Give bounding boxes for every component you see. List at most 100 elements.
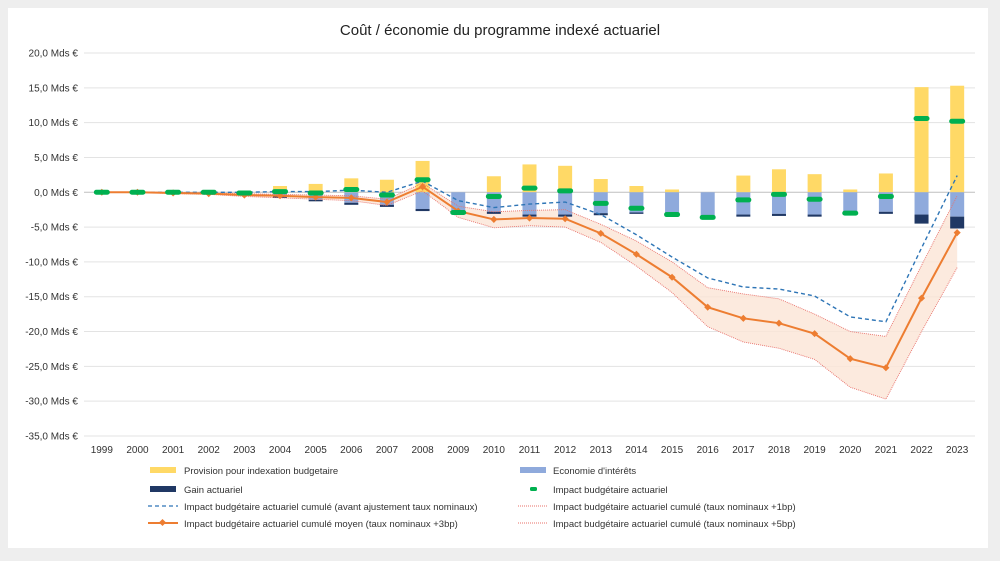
y-tick-label: 10,0 Mds € bbox=[29, 118, 79, 129]
point-cumule-moyen bbox=[918, 294, 926, 302]
x-tick-label: 2014 bbox=[625, 445, 648, 456]
x-tick-label: 2000 bbox=[126, 445, 149, 456]
point-cumule-moyen bbox=[490, 215, 498, 223]
marker-impact bbox=[236, 190, 253, 196]
y-tick-label: 5,0 Mds € bbox=[34, 153, 78, 164]
bar-gain bbox=[736, 214, 751, 217]
x-tick-label: 2010 bbox=[483, 445, 506, 456]
x-tick-label: 1999 bbox=[91, 445, 114, 456]
x-tick-label: 2011 bbox=[519, 445, 541, 456]
bar-gain bbox=[914, 214, 929, 224]
legend-label: Impact budgétaire actuariel cumulé moyen… bbox=[184, 519, 458, 530]
bar-provision bbox=[843, 189, 858, 193]
legend-item-cumule-avant: Impact budgétaire actuariel cumulé (avan… bbox=[148, 502, 478, 513]
x-axis: 1999 2000 2001 2002 2003 2004 2005 2006 2007 2008… bbox=[91, 445, 969, 456]
marker-impact bbox=[521, 185, 538, 191]
bar-economie bbox=[914, 192, 929, 215]
legend-item-gain: Gain actuariel bbox=[150, 485, 243, 496]
bar-gain bbox=[807, 214, 822, 217]
legend-label: Economie d'intérêts bbox=[553, 466, 636, 477]
bar-gain bbox=[486, 211, 501, 214]
marker-impact bbox=[842, 210, 859, 216]
marker-impact bbox=[949, 118, 966, 124]
bar-provision bbox=[807, 174, 822, 193]
y-tick-label: -5,0 Mds € bbox=[31, 223, 79, 234]
x-tick-label: 2004 bbox=[269, 445, 292, 456]
marker-impact bbox=[592, 200, 609, 206]
legend-label: Gain actuariel bbox=[184, 485, 243, 496]
point-cumule-moyen bbox=[846, 355, 854, 363]
bar-economie bbox=[771, 192, 786, 214]
x-tick-label: 2002 bbox=[198, 445, 221, 456]
y-tick-label: -35,0 Mds € bbox=[25, 432, 78, 443]
y-tick-label: 15,0 Mds € bbox=[29, 83, 79, 94]
bar-economie bbox=[558, 192, 573, 215]
point-cumule-moyen bbox=[668, 273, 676, 281]
legend-swatch bbox=[520, 467, 546, 473]
point-cumule-moyen bbox=[347, 194, 355, 202]
point-cumule-moyen bbox=[597, 229, 605, 237]
x-tick-label: 2007 bbox=[376, 445, 399, 456]
y-tick-label: -20,0 Mds € bbox=[25, 327, 78, 338]
point-cumule-moyen bbox=[632, 250, 640, 258]
marker-impact bbox=[165, 189, 182, 195]
bar-gain bbox=[379, 204, 394, 207]
x-tick-label: 2012 bbox=[554, 445, 577, 456]
bar-economie bbox=[700, 192, 715, 217]
uncertainty-band bbox=[101, 183, 958, 400]
marker-impact bbox=[735, 197, 752, 203]
marker-impact bbox=[272, 189, 289, 195]
bar-provision bbox=[379, 179, 394, 193]
legend-item-cumule-1bp: Impact budgétaire actuariel cumulé (taux… bbox=[518, 502, 796, 513]
x-tick-label: 2003 bbox=[233, 445, 256, 456]
bar-gain bbox=[344, 202, 359, 205]
x-tick-label: 2019 bbox=[803, 445, 826, 456]
bar-gain bbox=[771, 213, 786, 216]
legend-label: Provision pour indexation budgetaire bbox=[184, 466, 338, 477]
legend-item-impact: Impact budgétaire actuariel bbox=[530, 485, 668, 496]
x-tick-label: 2018 bbox=[768, 445, 791, 456]
marker-impact bbox=[343, 186, 360, 192]
x-tick-label: 2017 bbox=[732, 445, 755, 456]
x-tick-label: 2013 bbox=[590, 445, 613, 456]
legend-label: Impact budgétaire actuariel cumulé (taux… bbox=[553, 519, 796, 530]
bar-provision bbox=[629, 186, 644, 193]
marker-impact bbox=[877, 193, 894, 199]
y-tick-label: 20,0 Mds € bbox=[29, 49, 79, 60]
marker-impact bbox=[129, 189, 146, 195]
x-tick-label: 2021 bbox=[875, 445, 898, 456]
x-tick-label: 2005 bbox=[305, 445, 328, 456]
point-cumule-moyen bbox=[953, 229, 961, 237]
band-area bbox=[101, 183, 958, 400]
x-tick-label: 2016 bbox=[697, 445, 720, 456]
point-cumule-moyen bbox=[561, 215, 569, 223]
marker-impact bbox=[557, 188, 574, 194]
legend-item-cumule-5bp: Impact budgétaire actuariel cumulé (taux… bbox=[518, 519, 796, 530]
bar-economie bbox=[807, 192, 822, 215]
bar-provision bbox=[558, 165, 573, 193]
x-tick-label: 2006 bbox=[340, 445, 363, 456]
point-cumule-moyen bbox=[525, 214, 534, 222]
point-cumule-moyen bbox=[419, 183, 427, 191]
bar-economie bbox=[665, 192, 680, 214]
x-tick-label: 2023 bbox=[946, 445, 969, 456]
point-cumule-moyen bbox=[704, 303, 712, 311]
bar-provision bbox=[736, 175, 751, 193]
legend-marker bbox=[158, 518, 167, 527]
y-tick-label: -10,0 Mds € bbox=[25, 257, 78, 268]
x-tick-label: 2001 bbox=[162, 445, 185, 456]
bar-provision bbox=[771, 169, 786, 193]
point-cumule-moyen bbox=[775, 319, 783, 327]
marker-impact bbox=[200, 189, 217, 195]
y-tick-label: 0,0 Mds € bbox=[34, 188, 78, 199]
bar-provision bbox=[950, 85, 965, 193]
marker-impact bbox=[628, 205, 645, 211]
bar-provision bbox=[486, 176, 501, 193]
bar-provision bbox=[593, 179, 608, 193]
x-tick-label: 2008 bbox=[411, 445, 434, 456]
marker-impact bbox=[378, 192, 395, 198]
marker-impact bbox=[450, 209, 467, 215]
y-tick-label: -30,0 Mds € bbox=[25, 397, 78, 408]
marker-impact bbox=[806, 196, 823, 202]
y-tick-label: -25,0 Mds € bbox=[25, 362, 78, 373]
